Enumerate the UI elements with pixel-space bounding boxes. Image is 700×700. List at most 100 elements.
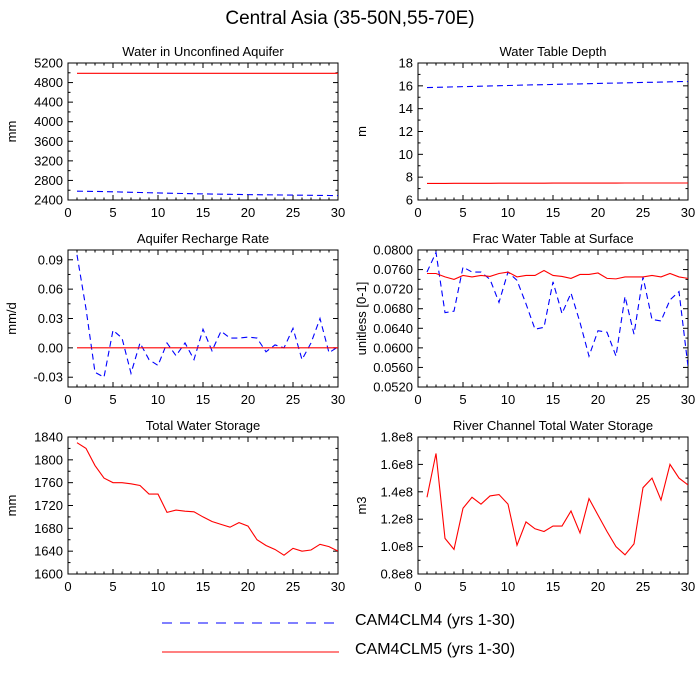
x-tick-label: 25 (286, 579, 300, 594)
x-tick-label: 30 (331, 205, 345, 220)
panel-3: Aquifer Recharge Rate mm/d 0 5 10 15 20 25 30 -0.… (4, 231, 345, 407)
x-tick-label: 15 (546, 579, 560, 594)
x-tick-label: 15 (196, 392, 210, 407)
y-axis-label: m3 (354, 496, 369, 514)
x-tick-label: 30 (681, 579, 695, 594)
y-tick-label: 1600 (34, 567, 63, 582)
y-axis-label: mm (4, 495, 19, 517)
x-tick-label: 20 (241, 579, 255, 594)
y-tick-label: 1680 (34, 521, 63, 536)
plot-frame (67, 62, 339, 201)
x-tick-label: 25 (286, 392, 300, 407)
y-tick-label: 12 (399, 124, 413, 139)
y-tick-label: 0.0800 (373, 243, 413, 258)
x-tick-label: 0 (414, 392, 421, 407)
x-tick-label: 30 (331, 392, 345, 407)
x-tick-label: 10 (501, 205, 515, 220)
y-tick-label: 8 (406, 170, 413, 185)
y-tick-label: 0.0600 (373, 340, 413, 355)
plot-frame (417, 436, 689, 575)
y-axis-label: unitless [0-1] (354, 282, 369, 356)
panel-title: Water Table Depth (500, 44, 607, 59)
x-tick-label: 15 (546, 392, 560, 407)
y-tick-label: 1.8e8 (380, 430, 413, 445)
y-tick-label: 2400 (34, 193, 63, 208)
x-tick-label: 25 (636, 392, 650, 407)
y-tick-label: 0.0720 (373, 282, 413, 297)
x-tick-label: 10 (151, 579, 165, 594)
series-line-clm5 (76, 442, 338, 556)
x-tick-label: 20 (591, 579, 605, 594)
y-tick-label: 0.06 (38, 282, 63, 297)
series-line-clm5 (427, 269, 688, 280)
x-tick-label: 10 (501, 392, 515, 407)
y-tick-label: 6 (406, 193, 413, 208)
series-line-clm5 (426, 453, 688, 556)
x-tick-label: 20 (241, 205, 255, 220)
plot-frame (417, 62, 689, 201)
panel-title: Aquifer Recharge Rate (137, 231, 269, 246)
x-tick-label: 5 (109, 392, 116, 407)
x-tick-label: 0 (414, 579, 421, 594)
x-tick-label: 10 (501, 579, 515, 594)
x-tick-label: 30 (681, 205, 695, 220)
x-tick-label: 15 (546, 205, 560, 220)
y-tick-label: 4000 (34, 114, 63, 129)
series-line-clm4 (426, 250, 688, 367)
panel-4: Frac Water Table at Surface unitless [0-1… (354, 231, 695, 407)
y-tick-label: 0.8e8 (380, 567, 413, 582)
series-line-clm4 (76, 254, 338, 379)
panel-title: Water in Unconfined Aquifer (122, 44, 284, 59)
y-tick-label: 0.0680 (373, 301, 413, 316)
y-tick-label: 3200 (34, 153, 63, 168)
y-tick-label: 1.0e8 (380, 539, 413, 554)
y-tick-label: 16 (399, 78, 413, 93)
y-tick-label: 0.03 (38, 311, 63, 326)
figure-title: Central Asia (35-50N,55-70E) (225, 8, 475, 29)
x-tick-label: 0 (64, 579, 71, 594)
series-line-clm4 (76, 190, 338, 197)
y-tick-label: 0.0520 (373, 380, 413, 395)
x-tick-label: 20 (241, 392, 255, 407)
x-tick-label: 5 (459, 579, 466, 594)
x-tick-label: 5 (459, 205, 466, 220)
panel-2: Water Table Depth m 0 5 10 15 20 25 30 6 8 10 12 14 16… (354, 44, 695, 220)
x-tick-label: 30 (681, 392, 695, 407)
x-tick-label: 15 (196, 205, 210, 220)
panel-6: River Channel Total Water Storage m3 0 5 10 1… (354, 418, 695, 594)
x-tick-label: 20 (591, 205, 605, 220)
y-tick-label: 1.4e8 (380, 484, 413, 499)
y-tick-label: 1.6e8 (380, 457, 413, 472)
x-tick-label: 0 (64, 205, 71, 220)
panel-title: Frac Water Table at Surface (472, 231, 633, 246)
series-line-clm4 (426, 80, 688, 89)
y-axis-label: mm (4, 121, 19, 143)
x-tick-label: 5 (109, 579, 116, 594)
y-tick-label: 1840 (34, 430, 63, 445)
y-tick-label: 4400 (34, 95, 63, 110)
y-tick-label: 1760 (34, 475, 63, 490)
y-tick-label: 18 (399, 56, 413, 71)
x-tick-label: 5 (459, 392, 466, 407)
y-tick-label: 1640 (34, 544, 63, 559)
y-tick-label: 10 (399, 147, 413, 162)
x-tick-label: 25 (636, 579, 650, 594)
x-tick-label: 5 (109, 205, 116, 220)
plot-frame (417, 249, 689, 388)
y-tick-label: 0.00 (38, 340, 63, 355)
x-tick-label: 30 (331, 579, 345, 594)
panel-5: Total Water Storage mm 0 5 10 15 20 25 30 1600 164… (4, 418, 345, 594)
y-axis-label: mm/d (4, 302, 19, 335)
y-tick-label: 0.0760 (373, 262, 413, 277)
x-tick-label: 0 (414, 205, 421, 220)
plot-frame (67, 436, 339, 575)
y-tick-label: 4800 (34, 75, 63, 90)
y-tick-label: 0.0560 (373, 360, 413, 375)
x-tick-label: 25 (286, 205, 300, 220)
y-tick-label: 14 (399, 101, 413, 116)
x-tick-label: 20 (591, 392, 605, 407)
x-tick-label: 15 (196, 579, 210, 594)
x-tick-label: 10 (151, 392, 165, 407)
y-tick-label: 2800 (34, 173, 63, 188)
